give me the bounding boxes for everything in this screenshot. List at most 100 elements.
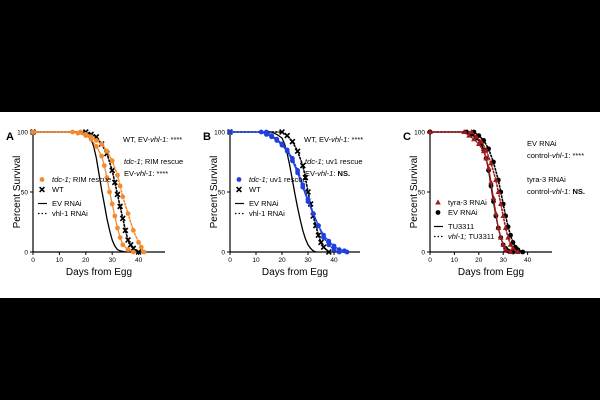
data-point xyxy=(502,246,509,252)
data-point xyxy=(112,213,118,219)
data-point xyxy=(104,175,110,181)
annotation-text: EV-vhl-1: **** xyxy=(124,169,168,178)
legend-label: vhl-1; TU3311 xyxy=(448,232,495,241)
data-point xyxy=(302,174,309,181)
annotation-text: control-vhl-1: NS. xyxy=(527,187,585,196)
data-point xyxy=(316,223,321,229)
legend-label: vhl-1 RNAi xyxy=(249,209,285,218)
data-point xyxy=(500,241,506,247)
series-4 xyxy=(30,129,147,255)
data-point xyxy=(508,232,513,238)
panel-label: A xyxy=(6,131,14,143)
data-point xyxy=(515,249,521,254)
series-2 xyxy=(227,129,332,255)
data-point xyxy=(83,132,89,137)
legend-marker xyxy=(39,186,45,193)
data-point xyxy=(93,138,99,143)
survival-line xyxy=(32,131,140,253)
annotation-text: control-vhl-1: **** xyxy=(527,151,584,160)
data-point xyxy=(120,242,126,248)
data-point xyxy=(284,147,290,153)
data-point xyxy=(495,189,502,194)
survival-line xyxy=(32,131,134,253)
annotation-text: EV-vhl-1: NS. xyxy=(305,169,350,178)
legend-marker xyxy=(39,177,45,182)
data-point xyxy=(115,172,120,178)
data-point xyxy=(109,167,116,174)
y-tick-label: 100 xyxy=(17,130,28,137)
data-point xyxy=(490,195,497,200)
data-point xyxy=(125,211,131,217)
data-point xyxy=(510,245,516,251)
data-point xyxy=(321,235,326,241)
x-tick-label: 20 xyxy=(475,257,483,264)
survival-line xyxy=(429,131,524,253)
data-point xyxy=(495,225,502,230)
y-tick-label: 100 xyxy=(414,130,425,137)
series-4 xyxy=(227,129,342,255)
data-point xyxy=(344,249,350,255)
legend-marker xyxy=(236,186,242,193)
series-3 xyxy=(30,129,136,255)
legend-label: tdc-1; RIM rescue xyxy=(52,175,111,184)
data-point xyxy=(510,240,516,245)
data-point xyxy=(135,249,142,255)
data-point xyxy=(315,232,322,239)
data-point xyxy=(284,132,291,139)
legend-item: tdc-1; uv1 rescue xyxy=(236,175,307,184)
data-point xyxy=(295,168,300,173)
x-axis-label: Days from Egg xyxy=(458,267,524,278)
data-point xyxy=(502,225,509,230)
data-point xyxy=(466,132,472,138)
data-point xyxy=(117,183,123,189)
data-point xyxy=(115,225,120,231)
legend-item: vhl-1; TU3311 xyxy=(434,232,495,241)
data-point xyxy=(279,129,285,135)
x-tick-label: 0 xyxy=(428,257,432,264)
x-tick-label: 30 xyxy=(109,257,117,264)
legend-item: WT xyxy=(39,185,64,194)
data-point xyxy=(130,245,137,252)
annotation-text: WT, EV-vhl-1: **** xyxy=(123,135,182,144)
survival-line xyxy=(229,131,317,253)
y-axis-label: Percent Survival xyxy=(209,156,220,229)
data-point xyxy=(485,165,492,170)
data-point xyxy=(289,138,296,145)
data-point xyxy=(122,227,129,234)
series-2 xyxy=(30,129,142,255)
data-point xyxy=(117,203,124,210)
data-point xyxy=(141,249,147,255)
y-tick-label: 50 xyxy=(21,190,29,197)
y-tick-label: 50 xyxy=(418,190,426,197)
legend-item: vhl-1 RNAi xyxy=(38,209,88,218)
legend-item: EV RNAi xyxy=(435,208,478,217)
data-point xyxy=(99,153,105,159)
annotation-text: tdc-1; RIM rescue xyxy=(124,157,183,166)
x-tick-label: 20 xyxy=(278,257,286,264)
data-point xyxy=(507,241,514,247)
legend-label: tyra-3 RNAi xyxy=(448,198,487,207)
data-point xyxy=(117,235,123,241)
survival-line xyxy=(229,131,340,253)
data-point xyxy=(93,144,99,149)
data-point xyxy=(136,240,142,245)
legend-label: EV RNAi xyxy=(249,199,279,208)
series-4 xyxy=(427,129,521,254)
data-point xyxy=(520,249,526,255)
legend-label: TU3311 xyxy=(448,222,474,231)
data-point xyxy=(269,133,274,139)
data-point xyxy=(468,129,475,134)
legend-item: vhl-1 RNAi xyxy=(235,209,285,218)
annotation-text: tyra-3 RNAi xyxy=(527,175,566,184)
data-point xyxy=(427,129,433,134)
data-point xyxy=(305,196,311,202)
legend-item: tyra-3 RNAi xyxy=(435,198,487,207)
data-point xyxy=(109,201,115,207)
legend-marker xyxy=(236,177,242,182)
